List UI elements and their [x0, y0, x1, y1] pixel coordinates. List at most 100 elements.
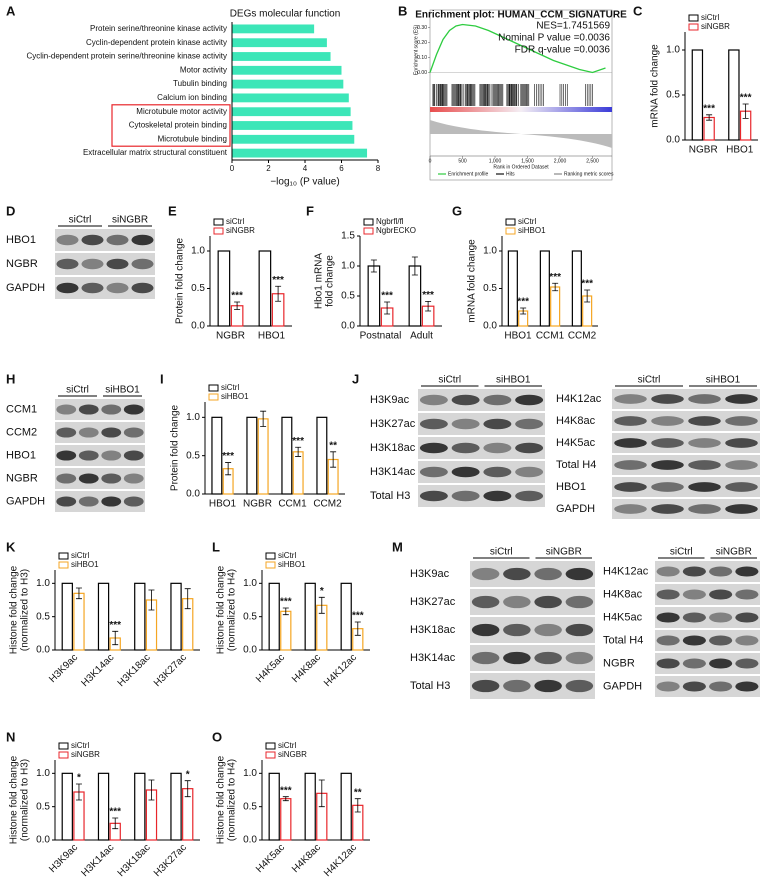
significance: ***	[352, 611, 364, 622]
blot-band	[656, 658, 680, 669]
blot-strip	[55, 445, 145, 466]
panel-letter: K	[6, 539, 16, 554]
blot-band	[78, 404, 99, 415]
group-label: siCtrl	[670, 547, 693, 558]
error-bar	[330, 451, 337, 468]
row-label: CCM2	[6, 426, 37, 438]
bar	[97, 772, 110, 841]
bar	[571, 250, 582, 327]
y-axis-label: Histone fold change	[9, 565, 20, 654]
legend-swatch	[208, 393, 219, 401]
blot-band	[131, 258, 154, 270]
legend-swatch	[265, 751, 276, 759]
blot-band	[682, 612, 706, 623]
y-tick-label: 1.0	[666, 45, 680, 56]
error-bar	[275, 285, 282, 302]
legend-label: siCtrl	[278, 551, 296, 560]
blot-band	[419, 394, 448, 406]
blot-band	[688, 416, 721, 426]
blot-band	[106, 234, 129, 246]
blot-band	[451, 466, 480, 478]
row-label: CCM1	[6, 403, 37, 415]
y-tick-label: 0.5	[243, 801, 257, 812]
blot-band	[682, 589, 706, 600]
x-tick-label: H4K8ac	[290, 652, 323, 685]
row-label: H3K9ac	[370, 394, 410, 406]
y-tick-label: 1.0	[243, 578, 257, 589]
group-label: siHBO1	[706, 375, 741, 386]
row-label: GAPDH	[556, 503, 595, 515]
error-bar	[742, 103, 749, 119]
bar	[134, 582, 146, 651]
blot-band	[565, 679, 594, 693]
blot-band	[534, 595, 562, 609]
blot-band	[483, 418, 512, 430]
y-tick-label: 0.0	[341, 321, 355, 332]
x-tick-label: CCM2	[568, 331, 597, 342]
row-label: H3K9ac	[410, 568, 450, 580]
blot-band	[451, 490, 480, 502]
blot-band	[709, 612, 733, 623]
legend-swatch	[208, 384, 219, 392]
group-label: siCtrl	[66, 385, 89, 396]
blot-strip	[418, 485, 545, 507]
error-bar	[370, 259, 377, 273]
bar	[304, 582, 316, 651]
y-tick-label: 1.0	[36, 578, 50, 589]
x-tick-label: H3K18ac	[116, 652, 153, 689]
significance: **	[354, 787, 362, 798]
blot-band	[725, 460, 758, 470]
legend-swatch	[58, 552, 69, 560]
bar	[281, 416, 293, 495]
blot-band	[651, 460, 684, 470]
blot-band	[709, 566, 733, 577]
blot-strip	[418, 437, 545, 459]
blot-band	[515, 490, 544, 502]
legend-swatch	[213, 218, 224, 226]
error-bar	[354, 798, 361, 813]
blot-band	[451, 442, 480, 454]
y-tick-label: 0.0	[36, 645, 50, 656]
legend-label: siNGBR	[226, 226, 255, 235]
blot-band	[101, 496, 122, 507]
x-tick-label: CCM1	[278, 499, 307, 510]
blot-band	[81, 282, 104, 294]
row-label: H3K27ac	[410, 596, 456, 608]
y-tick-label: 0.5	[36, 801, 50, 812]
category-label: Cyclin-dependent protein serine/threonin…	[26, 52, 227, 61]
category-label: Microtubule binding	[158, 134, 227, 143]
blot-band	[651, 438, 684, 448]
y-axis-label: (normalized to H3)	[20, 759, 31, 841]
blot-band	[614, 460, 647, 470]
x-tick-label: HBO1	[209, 499, 237, 510]
legend-label: Hits	[506, 171, 515, 177]
y-tick-label: 0.5	[36, 611, 50, 622]
panel-letter: J	[352, 371, 359, 386]
x-tick-label: H3K27ac	[152, 652, 189, 689]
legend-swatch	[58, 751, 69, 759]
x-tick-label: NGBR	[243, 499, 272, 510]
blot-strip	[55, 253, 155, 275]
legend-label: Ranking metric scores	[564, 171, 614, 177]
bar	[170, 582, 182, 651]
y-tick-label: 0.5	[186, 450, 200, 461]
significance: ***	[703, 103, 715, 114]
blot-strip	[612, 499, 760, 519]
bar	[232, 121, 353, 130]
group-label: siCtrl	[490, 547, 513, 558]
x-axis-label: Rank in Ordered Dataset	[493, 164, 549, 170]
y-tick-label: 0.5	[243, 611, 257, 622]
y-axis-label: Protein fold change	[175, 237, 186, 324]
blot-band	[725, 416, 758, 426]
blot-band	[123, 404, 144, 415]
error-bar	[354, 621, 361, 636]
x-tick-label: NGBR	[216, 331, 245, 342]
blot-band	[682, 681, 706, 692]
stat-annotation: Nominal P value =0.0036	[498, 33, 610, 44]
x-tick-label: H3K14ac	[79, 652, 116, 689]
group-label: siCtrl	[438, 375, 461, 386]
y-axis-label: (normalized to H3)	[20, 569, 31, 651]
stat-annotation: NES=1.7451569	[536, 21, 610, 32]
legend-swatch	[265, 742, 276, 750]
bar	[73, 592, 85, 651]
